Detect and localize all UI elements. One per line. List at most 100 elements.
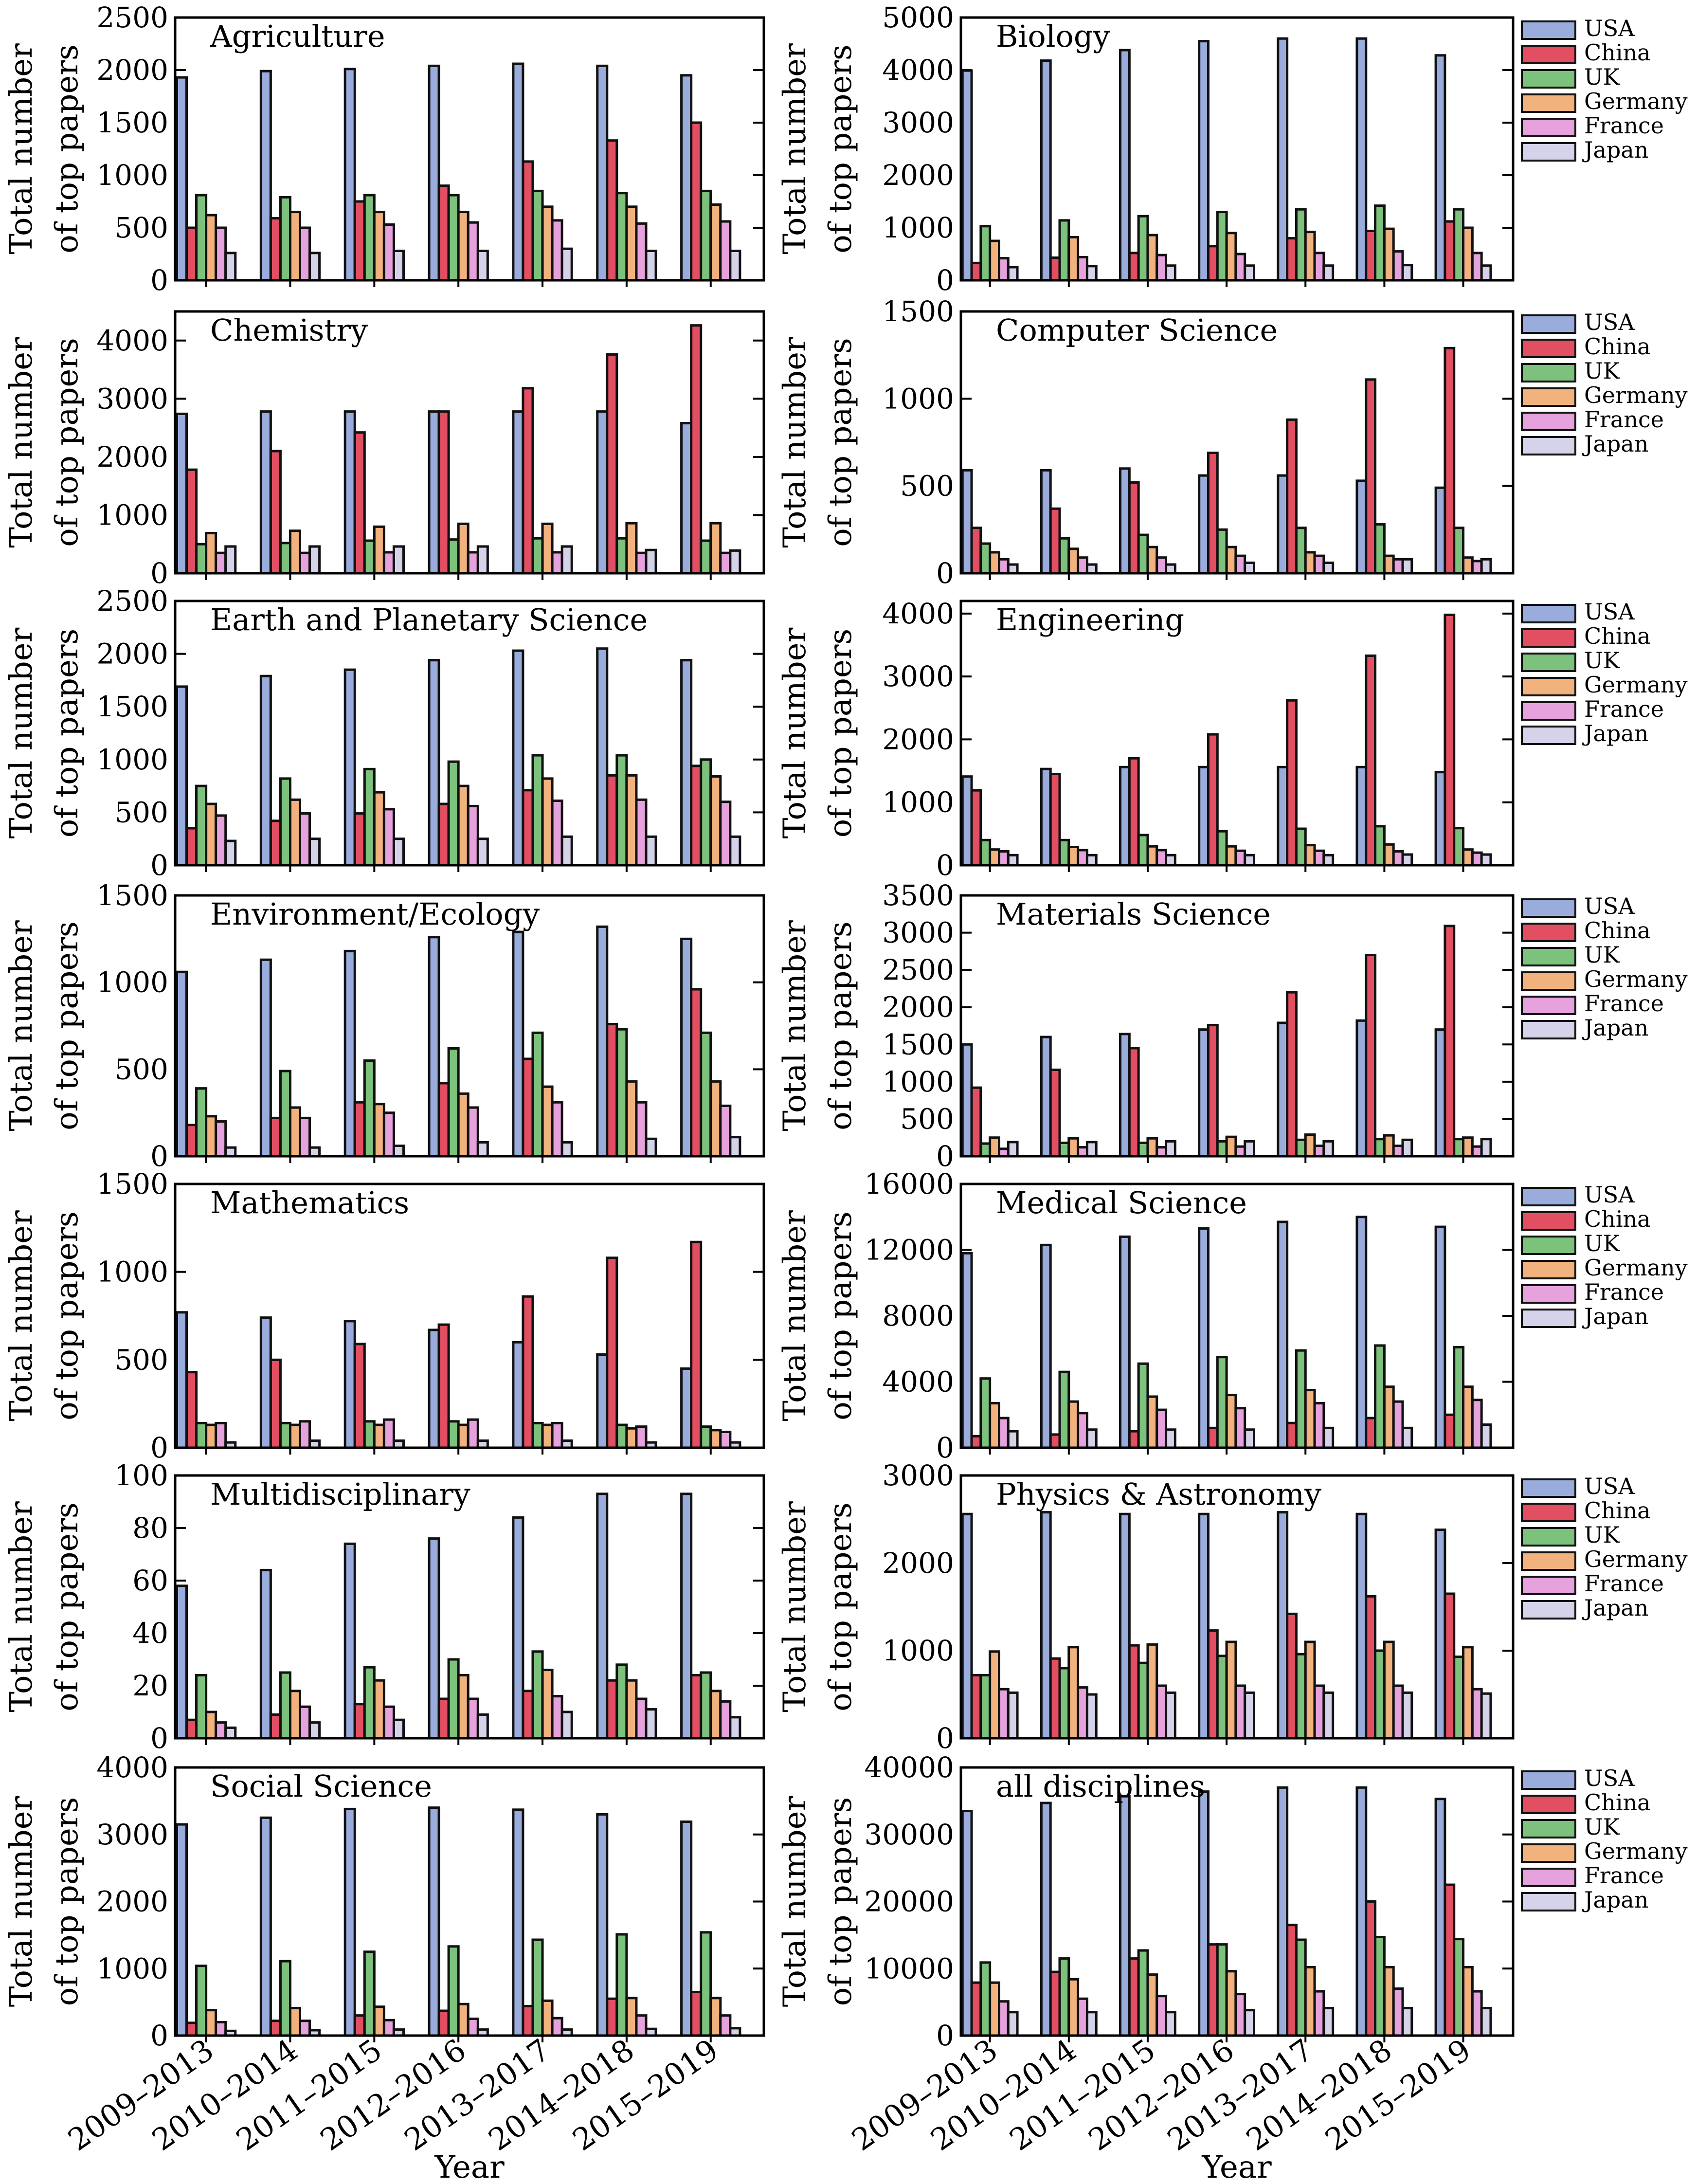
bar-uk-2 xyxy=(363,1059,376,1158)
bar-france-3 xyxy=(467,804,479,867)
bar-usa-2 xyxy=(1119,765,1131,867)
bar-uk-4 xyxy=(531,1650,544,1740)
bar-usa-6 xyxy=(680,422,693,575)
bar-france-5 xyxy=(1392,1987,1404,2037)
bar-china-4 xyxy=(522,387,534,575)
panel-earth-and-planetary-science: 0 500 1000 1500 2000 2500 Earth and Planetary … xyxy=(3,584,765,882)
bar-japan-2 xyxy=(1165,1428,1176,1449)
bar-uk-5 xyxy=(1374,1649,1386,1740)
y-tick-label: 0 xyxy=(150,2019,168,2052)
bar-uk-3 xyxy=(447,194,460,282)
bar-uk-0 xyxy=(195,1087,208,1158)
y-tick-label: 4000 xyxy=(882,597,954,630)
legend-swatch-china xyxy=(1521,628,1576,648)
y-tick-label: 0 xyxy=(150,557,168,590)
bar-china-5 xyxy=(1365,954,1377,1158)
y-tick-label: 0 xyxy=(150,1140,168,1173)
bar-china-0 xyxy=(970,789,982,867)
bar-uk-5 xyxy=(615,192,628,282)
bar-germany-5 xyxy=(625,522,638,575)
y-tick-label: 0 xyxy=(936,557,954,590)
bar-uk-4 xyxy=(531,537,544,575)
bar-usa-4 xyxy=(1277,474,1289,575)
bar-china-3 xyxy=(1207,1023,1219,1158)
bar-usa-6 xyxy=(1434,54,1446,282)
y-tick-label: 1500 xyxy=(882,295,954,328)
bar-japan-0 xyxy=(1007,2011,1019,2037)
bar-china-1 xyxy=(269,1116,282,1158)
bar-germany-6 xyxy=(1462,1966,1474,2037)
bar-japan-3 xyxy=(1244,1691,1256,1740)
bar-china-5 xyxy=(606,139,618,282)
bar-usa-3 xyxy=(1198,474,1210,575)
bar-japan-0 xyxy=(224,252,237,282)
plot-frame xyxy=(959,1183,1515,1449)
bar-uk-4 xyxy=(531,189,544,282)
plot-frame xyxy=(174,1183,765,1449)
y-axis-label: of top papers xyxy=(49,338,85,547)
plot-frame xyxy=(174,16,765,282)
y-tick-label: 20 xyxy=(132,1669,168,1702)
bar-usa-3 xyxy=(428,1806,440,2037)
bar-usa-0 xyxy=(175,1584,188,1740)
bar-usa-2 xyxy=(343,1542,356,1740)
bar-france-0 xyxy=(997,850,1010,867)
bar-uk-2 xyxy=(1137,1949,1149,2037)
bar-uk-1 xyxy=(1058,1370,1070,1449)
bar-china-5 xyxy=(1365,654,1377,867)
y-tick-label: 1000 xyxy=(96,159,168,192)
y-axis-label: Total number xyxy=(3,627,39,838)
bar-japan-3 xyxy=(1244,264,1256,282)
bar-germany-2 xyxy=(1146,1973,1158,2037)
panel-environment-ecology: 0 500 1000 1500 Environment/Ecology Total num… xyxy=(3,879,765,1173)
bar-france-0 xyxy=(215,551,227,575)
legend-swatch-usa xyxy=(1521,314,1576,334)
bar-japan-2 xyxy=(1165,1140,1176,1158)
bar-china-0 xyxy=(185,827,198,867)
y-tick-label: 500 xyxy=(900,1102,954,1135)
bar-france-3 xyxy=(467,2018,479,2037)
panel-computer-science: 0 500 1000 1500 Computer Science Total number… xyxy=(777,295,1688,590)
bar-japan-1 xyxy=(1085,2011,1098,2037)
bar-japan-6 xyxy=(729,835,741,867)
y-tick-label: 20000 xyxy=(864,1885,954,1918)
bar-china-2 xyxy=(353,1343,366,1449)
bar-japan-1 xyxy=(1085,1141,1098,1158)
y-axis-label: of top papers xyxy=(823,44,859,254)
legend-label-japan: Japan xyxy=(1582,1887,1648,1913)
legend-label-uk: UK xyxy=(1584,1230,1621,1256)
bar-germany-1 xyxy=(1067,846,1080,867)
bar-china-2 xyxy=(353,1703,366,1740)
bar-uk-4 xyxy=(1295,827,1307,867)
bar-china-5 xyxy=(1365,229,1377,282)
bar-china-4 xyxy=(522,1057,534,1158)
y-axis-label: Total number xyxy=(777,1210,813,1421)
legend-swatch-uk xyxy=(1521,653,1576,672)
bar-france-5 xyxy=(635,222,648,282)
legend-label-japan: Japan xyxy=(1582,1303,1648,1329)
bar-china-0 xyxy=(970,1435,982,1449)
bar-usa-5 xyxy=(1355,765,1368,867)
bar-japan-2 xyxy=(1165,1691,1176,1740)
bar-usa-1 xyxy=(1040,1511,1052,1740)
bar-usa-3 xyxy=(1198,765,1210,867)
bar-usa-1 xyxy=(1040,1036,1052,1158)
bar-germany-1 xyxy=(289,798,302,867)
bar-uk-0 xyxy=(979,225,992,282)
bar-uk-0 xyxy=(979,1142,992,1158)
bar-china-4 xyxy=(1286,991,1298,1158)
bar-germany-0 xyxy=(205,2009,217,2037)
bar-france-2 xyxy=(1155,1684,1168,1740)
bar-germany-3 xyxy=(457,211,469,282)
bar-germany-0 xyxy=(989,239,1000,282)
legend-swatch-germany xyxy=(1521,93,1576,113)
bar-france-0 xyxy=(997,1417,1010,1449)
y-tick-label: 0 xyxy=(936,1722,954,1755)
bar-uk-2 xyxy=(1137,1362,1149,1449)
bar-uk-6 xyxy=(1453,1138,1465,1158)
bar-china-3 xyxy=(437,410,450,575)
legend-swatch-france xyxy=(1521,1576,1576,1595)
y-tick-label: 2000 xyxy=(882,991,954,1024)
bar-france-0 xyxy=(215,1120,227,1158)
